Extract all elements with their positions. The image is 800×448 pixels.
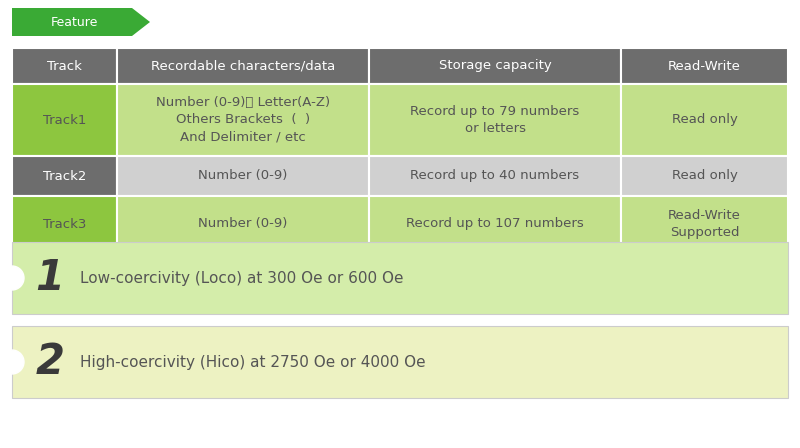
Bar [12,242,788,314]
Text: 1: 1 [35,257,65,299]
Text: Record up to 79 numbers
or letters: Record up to 79 numbers or letters [410,105,580,135]
Bar [12,196,117,252]
Text: High-coercivity (Hico) at 2750 Oe or 4000 Oe: High-coercivity (Hico) at 2750 Oe or 400… [80,354,426,370]
Bar [12,156,117,196]
Text: Number (0-9)、 Letter(A-Z)
Others Brackets  (  )
And Delimiter / etc: Number (0-9)、 Letter(A-Z) Others Bracket… [156,96,330,143]
Bar [117,156,369,196]
Text: Read only: Read only [672,169,738,182]
Bar [12,48,117,84]
Text: Number (0-9): Number (0-9) [198,217,287,231]
Bar [117,48,369,84]
Text: Storage capacity: Storage capacity [438,60,551,73]
Text: Number (0-9): Number (0-9) [198,169,287,182]
Bar [621,156,788,196]
Circle shape [0,350,24,374]
Bar [621,48,788,84]
Text: Feature: Feature [50,16,98,29]
Text: Track3: Track3 [42,217,86,231]
Text: Record up to 40 numbers: Record up to 40 numbers [410,169,580,182]
Circle shape [0,266,24,290]
Text: Record up to 107 numbers: Record up to 107 numbers [406,217,584,231]
Bar [369,84,621,156]
Text: 2: 2 [35,341,65,383]
Text: Read-Write
Supported: Read-Write Supported [668,209,741,239]
Bar [369,48,621,84]
Text: Track1: Track1 [42,113,86,126]
Text: Track2: Track2 [42,169,86,182]
Bar [621,84,788,156]
Text: Track: Track [47,60,82,73]
Bar [117,196,369,252]
Text: Low-coercivity (Loco) at 300 Oe or 600 Oe: Low-coercivity (Loco) at 300 Oe or 600 O… [80,271,403,285]
Bar [369,196,621,252]
Bar [12,84,117,156]
Text: Read-Write: Read-Write [668,60,741,73]
Polygon shape [12,8,150,36]
Bar [369,156,621,196]
Bar [621,196,788,252]
Text: Recordable characters/data: Recordable characters/data [150,60,335,73]
Text: Read only: Read only [672,113,738,126]
Bar [12,326,788,398]
Bar [117,84,369,156]
